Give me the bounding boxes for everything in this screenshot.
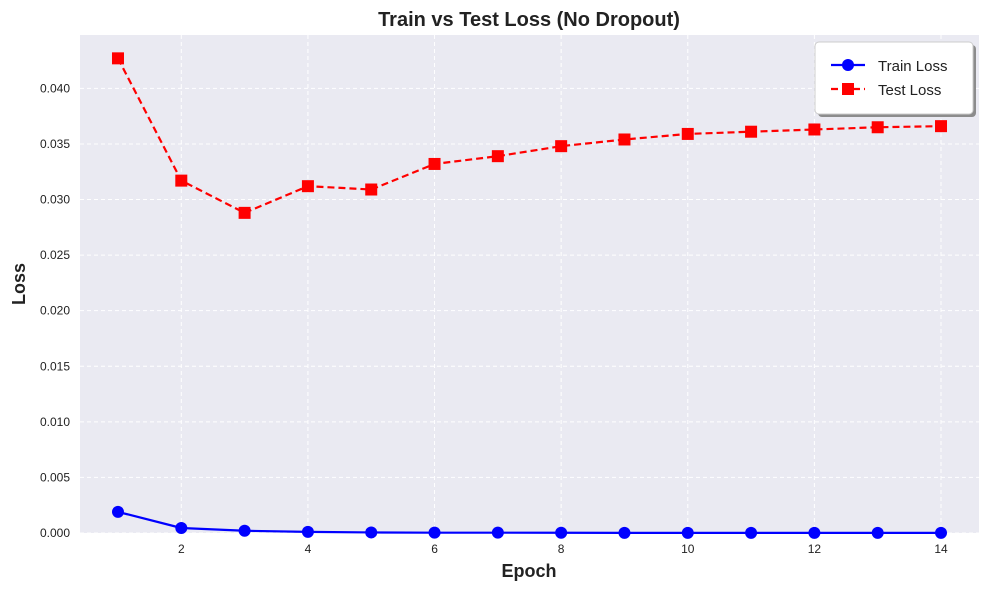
train-loss-point — [808, 526, 821, 539]
train-loss-point — [618, 526, 631, 539]
x-axis-label: Epoch — [501, 561, 556, 581]
y-tick-label: 0.000 — [40, 526, 70, 540]
test-loss-point — [808, 123, 821, 136]
train-loss-point — [745, 526, 758, 539]
x-tick-label: 14 — [934, 542, 948, 556]
legend-train-marker — [842, 59, 854, 71]
train-loss-point — [238, 524, 251, 537]
y-tick-label: 0.025 — [40, 248, 70, 262]
train-loss-point — [555, 526, 568, 539]
legend-train-label: Train Loss — [878, 58, 947, 75]
y-axis-label: Loss — [9, 263, 29, 305]
train-loss-point — [365, 526, 378, 539]
test-loss-point — [681, 127, 694, 140]
train-loss-point — [428, 526, 441, 539]
x-tick-label: 4 — [305, 542, 312, 556]
test-loss-point — [491, 150, 504, 163]
test-loss-point — [555, 140, 568, 153]
y-axis-ticks: 0.000 0.005 0.010 0.015 0.020 0.025 0.030 0.035… — [40, 81, 70, 540]
legend: Train Loss Test Loss — [814, 41, 976, 117]
test-loss-point — [111, 52, 124, 65]
x-tick-label: 12 — [808, 542, 822, 556]
x-tick-label: 10 — [681, 542, 695, 556]
train-loss-line — [117, 510, 942, 534]
y-tick-label: 0.030 — [40, 193, 70, 207]
legend-box — [814, 41, 974, 115]
y-tick-label: 0.040 — [40, 81, 70, 95]
test-loss-point — [238, 206, 251, 219]
train-loss-point — [871, 526, 884, 539]
x-tick-label: 6 — [431, 542, 438, 556]
plot-area — [80, 35, 979, 533]
train-loss-point — [301, 525, 314, 538]
test-loss-point — [935, 120, 948, 133]
legend-test-marker — [842, 83, 854, 95]
test-loss-point — [175, 174, 188, 187]
x-tick-label: 8 — [558, 542, 565, 556]
test-loss-line — [117, 57, 942, 214]
test-loss-point — [428, 157, 441, 170]
test-loss-point — [618, 133, 631, 146]
y-tick-label: 0.015 — [40, 359, 70, 373]
y-tick-label: 0.010 — [40, 415, 70, 429]
x-tick-label: 2 — [178, 542, 185, 556]
y-tick-label: 0.035 — [40, 137, 70, 151]
test-loss-point — [301, 180, 314, 193]
train-loss-point — [175, 522, 188, 534]
test-loss-point — [365, 183, 378, 196]
test-loss-point — [871, 121, 884, 134]
y-tick-label: 0.005 — [40, 470, 70, 484]
test-loss-point — [745, 125, 758, 138]
data-series — [111, 52, 948, 539]
x-axis-ticks: 2 4 6 8 10 12 14 — [178, 542, 948, 556]
y-tick-label: 0.020 — [40, 304, 70, 318]
train-loss-point — [491, 526, 504, 539]
chart-title: Train vs Test Loss (No Dropout) — [378, 9, 680, 31]
legend-test-label: Test Loss — [878, 82, 941, 99]
train-loss-point — [111, 505, 124, 518]
train-loss-point — [935, 526, 948, 539]
train-loss-point — [681, 526, 694, 539]
